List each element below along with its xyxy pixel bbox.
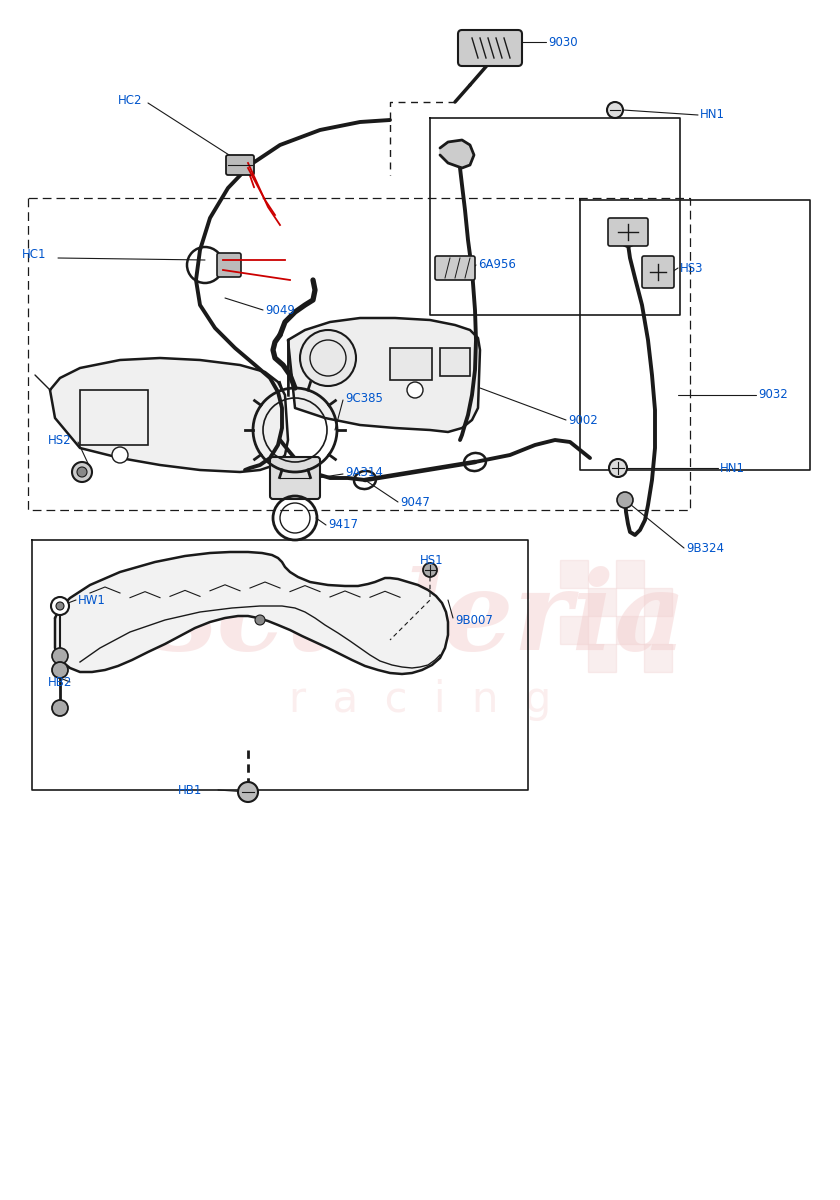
Circle shape — [407, 382, 423, 398]
Text: HN1: HN1 — [700, 108, 725, 121]
Circle shape — [609, 458, 627, 476]
Polygon shape — [288, 318, 480, 432]
Text: 9032: 9032 — [758, 389, 788, 402]
Bar — [644, 644, 672, 672]
Circle shape — [77, 467, 87, 476]
Text: 9B007: 9B007 — [455, 613, 493, 626]
FancyBboxPatch shape — [642, 256, 674, 288]
Circle shape — [56, 602, 64, 610]
FancyBboxPatch shape — [270, 457, 320, 499]
Circle shape — [112, 446, 128, 463]
FancyBboxPatch shape — [217, 253, 241, 277]
Circle shape — [621, 233, 635, 247]
Text: 9B324: 9B324 — [686, 541, 724, 554]
FancyBboxPatch shape — [458, 30, 522, 66]
Text: 9C385: 9C385 — [345, 391, 383, 404]
Text: HS2: HS2 — [48, 433, 71, 446]
Circle shape — [255, 616, 265, 625]
FancyBboxPatch shape — [226, 155, 254, 175]
Circle shape — [617, 492, 633, 508]
Circle shape — [52, 662, 68, 678]
Text: 9049: 9049 — [265, 304, 295, 317]
Bar — [560, 560, 588, 588]
Circle shape — [72, 462, 92, 482]
Text: HN1: HN1 — [720, 462, 745, 474]
Polygon shape — [50, 358, 288, 472]
Circle shape — [423, 563, 437, 577]
Bar — [560, 616, 588, 644]
Text: 9417: 9417 — [328, 518, 358, 532]
FancyBboxPatch shape — [608, 218, 648, 246]
Bar — [440, 348, 470, 376]
Circle shape — [51, 596, 69, 614]
Circle shape — [607, 102, 623, 118]
Circle shape — [52, 700, 68, 716]
Bar — [644, 588, 672, 616]
Text: 9A314: 9A314 — [345, 466, 383, 479]
Circle shape — [52, 648, 68, 664]
Polygon shape — [440, 140, 474, 168]
Text: 9030: 9030 — [548, 36, 578, 48]
Circle shape — [238, 782, 258, 802]
Text: 9047: 9047 — [400, 496, 430, 509]
Text: HS3: HS3 — [680, 262, 704, 275]
Text: 6A956: 6A956 — [478, 258, 516, 271]
Circle shape — [300, 330, 356, 386]
Bar — [616, 616, 644, 644]
Bar — [390, 348, 432, 380]
Text: HB2: HB2 — [48, 676, 72, 689]
Text: HC2: HC2 — [118, 94, 143, 107]
Text: 9002: 9002 — [568, 414, 598, 426]
Text: r  a  c  i  n  g: r a c i n g — [289, 679, 551, 721]
Bar — [616, 560, 644, 588]
Bar — [588, 588, 616, 616]
Text: HS1: HS1 — [420, 553, 444, 566]
Text: scuderia: scuderia — [154, 566, 686, 673]
Bar — [80, 390, 148, 445]
Polygon shape — [55, 552, 448, 674]
Bar — [588, 644, 616, 672]
FancyBboxPatch shape — [435, 256, 475, 280]
Text: HB1: HB1 — [178, 784, 202, 797]
Text: HW1: HW1 — [78, 594, 106, 606]
Text: HC1: HC1 — [22, 248, 46, 262]
